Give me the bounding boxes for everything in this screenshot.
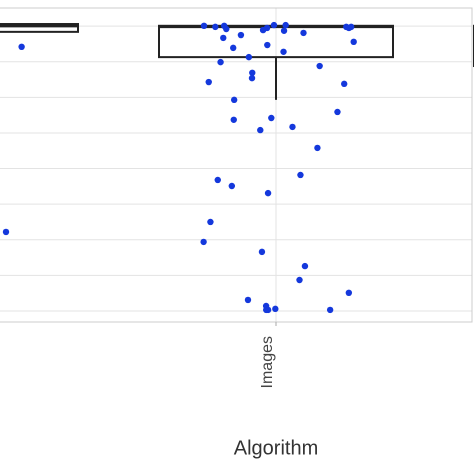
- point: [212, 23, 219, 31]
- point: [200, 238, 207, 246]
- point: [220, 34, 227, 42]
- point: [314, 144, 321, 152]
- panel-border: [0, 7, 473, 323]
- point: [264, 306, 272, 314]
- point: [272, 305, 279, 313]
- point: [259, 26, 267, 34]
- point: [297, 171, 304, 179]
- box: [0, 23, 79, 33]
- point: [282, 21, 289, 29]
- point: [207, 218, 214, 226]
- point: [345, 289, 353, 297]
- point: [257, 126, 264, 134]
- point: [230, 116, 237, 123]
- point: [340, 80, 348, 88]
- point: [223, 25, 230, 33]
- point: [345, 24, 353, 32]
- point: [245, 53, 253, 61]
- point: [326, 306, 334, 314]
- point: [249, 69, 256, 76]
- point: [2, 228, 10, 236]
- point: [205, 78, 212, 86]
- point: [214, 176, 221, 184]
- point: [289, 123, 296, 131]
- point: [270, 21, 278, 29]
- point: [230, 96, 238, 104]
- point: [268, 114, 275, 122]
- point: [217, 58, 224, 66]
- x-tick-label: Images: [259, 336, 276, 388]
- x-axis-label: Algorithm: [234, 437, 318, 459]
- point: [316, 62, 323, 70]
- point: [301, 262, 309, 270]
- point: [248, 74, 256, 82]
- point: [258, 248, 266, 256]
- point: [200, 22, 208, 30]
- point: [237, 31, 245, 39]
- point: [18, 43, 25, 51]
- point: [300, 29, 307, 37]
- point: [334, 108, 341, 116]
- point: [264, 189, 272, 197]
- point: [264, 41, 271, 49]
- point: [230, 44, 237, 52]
- point: [228, 182, 236, 190]
- point: [350, 38, 357, 46]
- point: [296, 276, 303, 284]
- point: [280, 27, 288, 34]
- point: [280, 48, 287, 55]
- point: [244, 296, 252, 304]
